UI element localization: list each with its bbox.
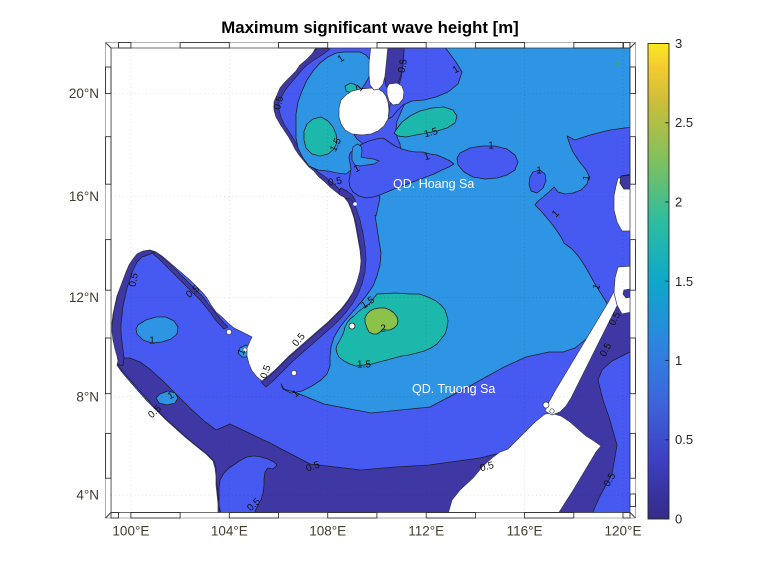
svg-text:1: 1	[488, 141, 494, 152]
svg-text:2: 2	[675, 195, 682, 210]
svg-text:1: 1	[291, 388, 303, 400]
svg-text:0.5: 0.5	[305, 459, 322, 474]
svg-text:QD. Truong Sa: QD. Truong Sa	[412, 382, 495, 396]
svg-text:0.5: 0.5	[128, 272, 141, 288]
svg-text:0.5: 0.5	[397, 58, 410, 74]
svg-text:1: 1	[581, 174, 593, 182]
svg-text:120°E: 120°E	[605, 524, 642, 539]
svg-text:12°N: 12°N	[69, 290, 99, 305]
svg-text:0.5: 0.5	[675, 432, 693, 447]
svg-text:16°N: 16°N	[69, 189, 99, 204]
svg-text:3: 3	[675, 36, 682, 51]
svg-text:1.5: 1.5	[675, 274, 693, 289]
svg-text:20°N: 20°N	[69, 86, 99, 101]
svg-text:1.5: 1.5	[357, 360, 371, 371]
svg-text:108°E: 108°E	[309, 524, 346, 539]
svg-text:100°E: 100°E	[112, 524, 149, 539]
svg-text:1: 1	[591, 282, 603, 291]
svg-text:1: 1	[451, 64, 462, 77]
svg-text:1: 1	[236, 347, 248, 356]
svg-text:QD. Hoang Sa: QD. Hoang Sa	[393, 177, 474, 191]
svg-text:0.5: 0.5	[272, 94, 286, 111]
svg-text:1.5: 1.5	[423, 126, 440, 140]
svg-text:0: 0	[675, 512, 682, 527]
svg-text:1: 1	[352, 163, 363, 176]
svg-text:112°E: 112°E	[408, 524, 444, 539]
svg-text:1: 1	[336, 53, 347, 65]
svg-text:116°E: 116°E	[507, 524, 543, 539]
svg-text:2.5: 2.5	[675, 115, 693, 130]
svg-text:0.5: 0.5	[259, 363, 274, 380]
svg-text:1.5: 1.5	[328, 136, 344, 154]
svg-text:1: 1	[166, 390, 177, 403]
svg-text:0.5: 0.5	[327, 175, 343, 188]
svg-text:1: 1	[149, 336, 155, 347]
svg-text:1: 1	[423, 151, 432, 163]
svg-text:104°E: 104°E	[211, 524, 248, 539]
svg-text:8°N: 8°N	[76, 389, 99, 404]
svg-text:1: 1	[675, 353, 682, 368]
svg-text:Maximum significant wave heigh: Maximum significant wave height [m]	[221, 18, 518, 37]
svg-text:4°N: 4°N	[76, 488, 99, 503]
svg-text:2: 2	[380, 324, 386, 335]
svg-text:0.5: 0.5	[479, 460, 496, 474]
svg-text:1: 1	[536, 166, 542, 177]
